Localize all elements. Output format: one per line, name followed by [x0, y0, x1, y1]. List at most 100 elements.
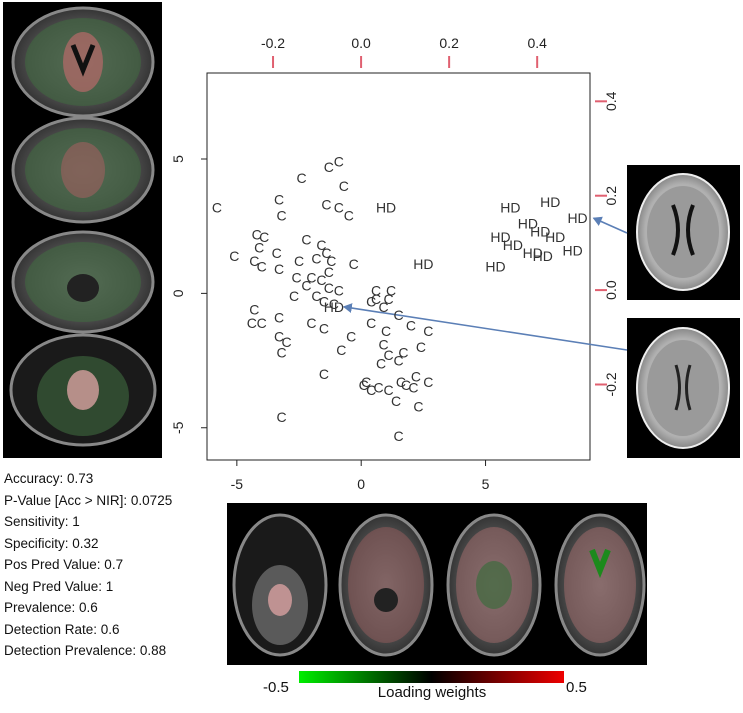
stat-pos-pred-value: Pos Pred Value: 0.7 — [4, 557, 124, 572]
control-point: C — [254, 240, 264, 256]
control-point: C — [301, 277, 311, 293]
hd-point: HD — [490, 229, 510, 245]
control-point: C — [319, 366, 329, 382]
control-point: C — [324, 159, 334, 175]
y-axis-tick-label: -5 — [170, 421, 186, 434]
stat-specificity: Specificity: 0.32 — [4, 535, 99, 551]
hd-point: HD — [530, 224, 550, 240]
lower-right-brain-image — [627, 318, 740, 458]
hd-point: HD — [523, 245, 543, 261]
control-point: C — [319, 293, 329, 309]
hd-point: HD — [518, 216, 538, 232]
y-axis-tick-label: 0 — [170, 289, 186, 297]
control-point: C — [272, 245, 282, 261]
annotation-arrows — [342, 216, 628, 351]
hd-point: HD — [533, 248, 553, 264]
control-point: C — [334, 283, 344, 299]
control-point: C — [361, 374, 371, 390]
stat-detection-rate: Detection Rate: 0.6 — [4, 621, 120, 637]
control-point: C — [393, 428, 403, 444]
control-point: C — [381, 323, 391, 339]
control-point: C — [383, 291, 393, 307]
control-point: C — [423, 374, 433, 390]
control-point: C — [366, 382, 376, 398]
top-axis-tick-label: 0.0 — [351, 35, 371, 51]
control-point: C — [374, 379, 384, 395]
brain-slice-image — [554, 513, 646, 657]
control-point: C — [274, 191, 284, 207]
control-point: C — [386, 283, 396, 299]
control-point: C — [396, 374, 406, 390]
control-point: C — [291, 269, 301, 285]
colorbar-title: Loading weights — [378, 684, 486, 701]
control-point: C — [371, 283, 381, 299]
control-point: C — [229, 248, 239, 264]
control-point: C — [408, 379, 418, 395]
control-point: C — [321, 197, 331, 213]
control-point: C — [423, 323, 433, 339]
right-axis-tick-label: 0.2 — [603, 186, 619, 206]
hd-point: HD — [503, 237, 523, 253]
annotation-arrow — [342, 303, 628, 351]
control-point: C — [277, 345, 287, 361]
control-point: C — [249, 302, 259, 318]
control-point: C — [324, 280, 334, 296]
control-point: C — [277, 409, 287, 425]
control-point: C — [379, 299, 389, 315]
control-point: C — [306, 315, 316, 331]
control-point: C — [252, 226, 262, 242]
control-point: C — [274, 310, 284, 326]
brain-slice-image — [446, 513, 542, 657]
control-point: C — [383, 382, 393, 398]
control-point: C — [329, 296, 339, 312]
control-point: C — [321, 245, 331, 261]
control-point: C — [401, 377, 411, 393]
stat-prevalence: Prevalence: 0.6 — [4, 600, 98, 615]
axes: -5 0 5 -5 0 5 -0.2 0.0 0.2 0.4 -0.2 0.0 0.2 0.4 — [170, 35, 619, 492]
control-point: C — [274, 328, 284, 344]
control-point: C — [316, 272, 326, 288]
bottom-brain-slice-strip — [227, 503, 647, 665]
hd-point: HD — [500, 199, 520, 215]
top-axis-tick-label: 0.4 — [527, 35, 547, 51]
control-point: C — [391, 393, 401, 409]
control-point: C — [306, 269, 316, 285]
annotation-arrow — [592, 216, 628, 234]
control-point: C — [406, 318, 416, 334]
control-point: C — [344, 207, 354, 223]
control-point: C — [319, 320, 329, 336]
control-point: C — [334, 199, 344, 215]
control-point: C — [416, 339, 426, 355]
top-axis-tick-label: -0.2 — [261, 35, 285, 51]
control-point: C — [371, 291, 381, 307]
hd-point: HD — [562, 242, 582, 258]
control-point: C — [379, 336, 389, 352]
control-point: C — [346, 328, 356, 344]
control-point: C — [336, 342, 346, 358]
stat-sensitivity: Sensitivity: 1 — [4, 514, 80, 529]
control-point: C — [301, 232, 311, 248]
hd-point: HD — [324, 299, 344, 315]
brain-slice-image — [11, 230, 155, 334]
control-point: C — [326, 253, 336, 269]
stat-neg-pred-value: Neg Pred Value: 1 — [4, 578, 114, 594]
control-point: C — [339, 178, 349, 194]
x-axis-tick-label: 0 — [357, 476, 365, 492]
right-axis-tick-label: 0.0 — [603, 280, 619, 300]
colorbar-gradient — [299, 671, 564, 683]
control-point: C — [366, 293, 376, 309]
control-point: C — [289, 288, 299, 304]
x-axis-tick-label: 5 — [482, 476, 490, 492]
control-point: C — [411, 369, 421, 385]
brain-slice-image — [232, 513, 328, 657]
control-point: C — [316, 237, 326, 253]
plot-frame — [206, 72, 591, 461]
y-axis-tick-label: 5 — [170, 155, 186, 163]
upper-right-brain-image — [627, 165, 740, 300]
brain-slice-image — [11, 6, 155, 118]
control-point: C — [257, 315, 267, 331]
right-axis-tick-label: -0.2 — [603, 372, 619, 396]
control-point: C — [277, 207, 287, 223]
